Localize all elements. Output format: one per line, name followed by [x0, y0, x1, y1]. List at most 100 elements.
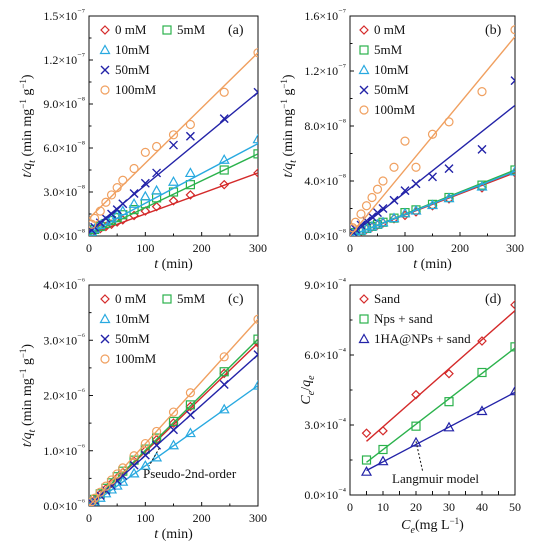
- x-tick-label: 100: [136, 511, 154, 525]
- data-point: [118, 471, 128, 481]
- y-tick-label: 0.0×10⁻⁸: [304, 227, 346, 243]
- data-point: [356, 220, 366, 230]
- data-point: [89, 498, 97, 506]
- data-point: [140, 178, 150, 188]
- data-point: [167, 176, 180, 186]
- data-point: [411, 179, 421, 189]
- panel-b: 0 100 200 300 0.0×10⁻⁸ 4.0×10⁻⁸ 8.0×10⁻⁸ 1.2×10…: [279, 7, 524, 272]
- data-point: [510, 76, 515, 86]
- series-100mm: [89, 48, 258, 229]
- legend-label: 0 mM: [115, 291, 147, 306]
- data-point: [378, 204, 388, 213]
- fit-line: [366, 391, 515, 472]
- legend-marker: [359, 25, 369, 35]
- x-tick-label: 0: [86, 241, 92, 255]
- data-point: [253, 149, 258, 159]
- data-point: [140, 147, 150, 157]
- data-point: [389, 195, 399, 205]
- data-point: [129, 451, 139, 461]
- legend-marker: [162, 294, 172, 304]
- data-point: [373, 208, 382, 218]
- data-point: [509, 385, 515, 396]
- data-point: [444, 368, 454, 379]
- data-point: [129, 205, 139, 215]
- data-point: [185, 400, 195, 410]
- data-point: [185, 190, 196, 200]
- data-point: [152, 141, 162, 152]
- data-point: [219, 114, 229, 124]
- data-point: [95, 487, 105, 497]
- legend-label: 50mM: [374, 82, 409, 97]
- data-point: [112, 183, 122, 193]
- data-point: [168, 195, 179, 206]
- data-point: [152, 440, 162, 450]
- data-point: [389, 162, 399, 172]
- y-tick-label: 3.0×10⁻⁶: [43, 331, 85, 347]
- data-point: [367, 192, 377, 203]
- x-tick-label: 30: [443, 500, 455, 514]
- data-point: [90, 493, 100, 503]
- data-point: [152, 426, 162, 437]
- series-100mm: [350, 25, 515, 236]
- panel-d-label: (d): [485, 292, 502, 307]
- y-tick-label: 4.0×10⁻⁸: [304, 172, 346, 188]
- data-point: [219, 352, 229, 362]
- data-point: [350, 223, 358, 233]
- data-point: [95, 206, 105, 216]
- data-point: [361, 455, 372, 465]
- data-point: [253, 48, 258, 58]
- y-tick-label: 1.2×10⁻⁷: [43, 51, 85, 67]
- data-point: [151, 451, 163, 462]
- data-point: [151, 201, 162, 212]
- data-point: [128, 467, 140, 478]
- data-point: [185, 180, 195, 190]
- y-tick-label: 1.2×10⁻⁷: [304, 62, 346, 78]
- legend-label: 1HA@NPs + sand: [374, 331, 471, 346]
- data-point: [168, 130, 179, 140]
- fit-line: [89, 384, 258, 506]
- legend-label: 10mM: [374, 62, 409, 77]
- legend-marker: [359, 45, 369, 55]
- y-tick-label: 3.0×10⁻⁴: [304, 416, 346, 432]
- annotation-text: Langmuir model: [392, 471, 479, 486]
- series-5mm: [89, 149, 258, 236]
- x-tick-label: 100: [396, 241, 414, 255]
- data-point: [128, 198, 140, 208]
- data-point: [90, 213, 100, 223]
- data-point: [476, 405, 488, 416]
- annotation-text: Pseudo-2nd-order: [143, 466, 237, 481]
- data-point: [410, 204, 422, 215]
- x-tick-label: 0: [347, 500, 353, 514]
- annotation-leader: [148, 447, 160, 467]
- data-point: [140, 450, 150, 460]
- data-point: [118, 175, 128, 185]
- x-tick-label: 300: [249, 241, 267, 255]
- data-point: [360, 465, 373, 476]
- data-point: [129, 188, 139, 198]
- data-point: [169, 425, 178, 435]
- panel-c-legend: 0 mM 5mM 10mM 50mM 100mM: [99, 291, 206, 366]
- legend-label: Sand: [374, 291, 401, 306]
- panel-d-legend: Sand Nps + sand 1HA@NPs + sand: [358, 291, 471, 346]
- panel-d: 0 10 20 30 40 50 0.0×10⁻⁴ 3.0×10⁻⁴ 6.0×10⁻⁴ 9.0×1…: [299, 276, 521, 536]
- legend-marker: [359, 85, 369, 95]
- legend-marker: [358, 64, 370, 75]
- y-tick-label: 1.0×10⁻⁶: [43, 442, 85, 458]
- x-tick-label: 300: [249, 511, 267, 525]
- x-tick-label: 0: [86, 511, 92, 525]
- panel-a-ylabel: t/qt (min mg−1 g−1): [18, 74, 38, 178]
- legend-marker: [100, 25, 110, 35]
- data-point: [411, 162, 421, 172]
- data-point: [427, 129, 438, 139]
- legend-label: 50mM: [115, 62, 150, 77]
- data-point: [378, 176, 388, 186]
- y-tick-label: 1.6×10⁻⁷: [304, 7, 346, 23]
- fit-line: [89, 172, 258, 236]
- data-point: [169, 140, 178, 150]
- legend-marker: [359, 105, 369, 115]
- data-point: [356, 209, 366, 219]
- data-point: [377, 216, 389, 227]
- panel-d-xlabel: Ce(mg L−1): [401, 516, 464, 536]
- legend-marker: [100, 334, 110, 344]
- y-tick-label: 2.0×10⁻⁶: [43, 387, 85, 403]
